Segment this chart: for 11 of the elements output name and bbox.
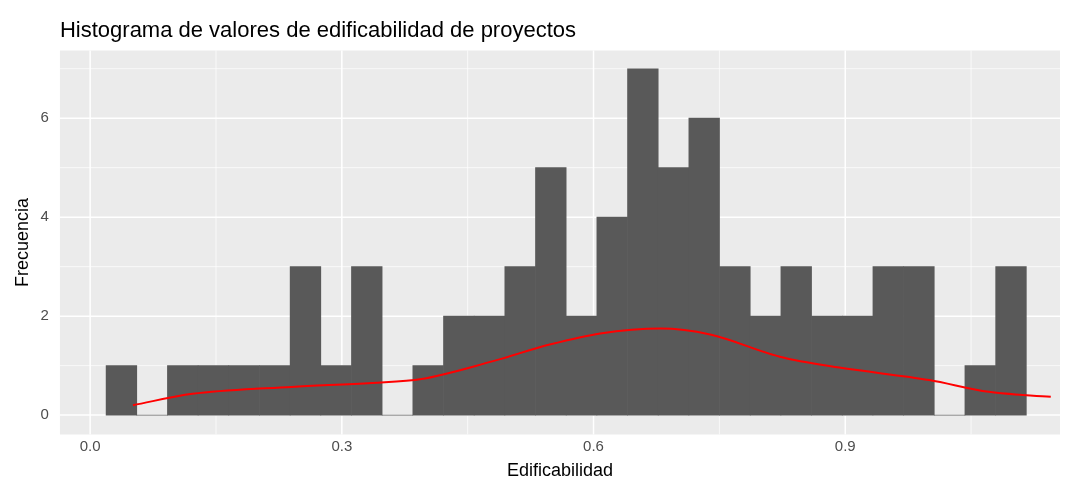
x-tick-label: 0.3 bbox=[331, 436, 353, 454]
y-tick-label: 6 bbox=[40, 108, 49, 126]
x-tick-label: 0.6 bbox=[583, 436, 604, 454]
y-axis-title: Frecuencia bbox=[11, 196, 32, 287]
y-tick-label: 0 bbox=[40, 405, 49, 423]
y-tick-label: 2 bbox=[40, 306, 49, 324]
chart-title: Histograma de valores de edificabilidad de proyectos bbox=[59, 17, 577, 43]
x-tick-label: 0.9 bbox=[834, 436, 856, 454]
x-axis-title: Edificabilidad bbox=[506, 460, 614, 481]
x-tick-label: 0.0 bbox=[79, 436, 101, 454]
y-tick-label: 4 bbox=[40, 207, 49, 225]
